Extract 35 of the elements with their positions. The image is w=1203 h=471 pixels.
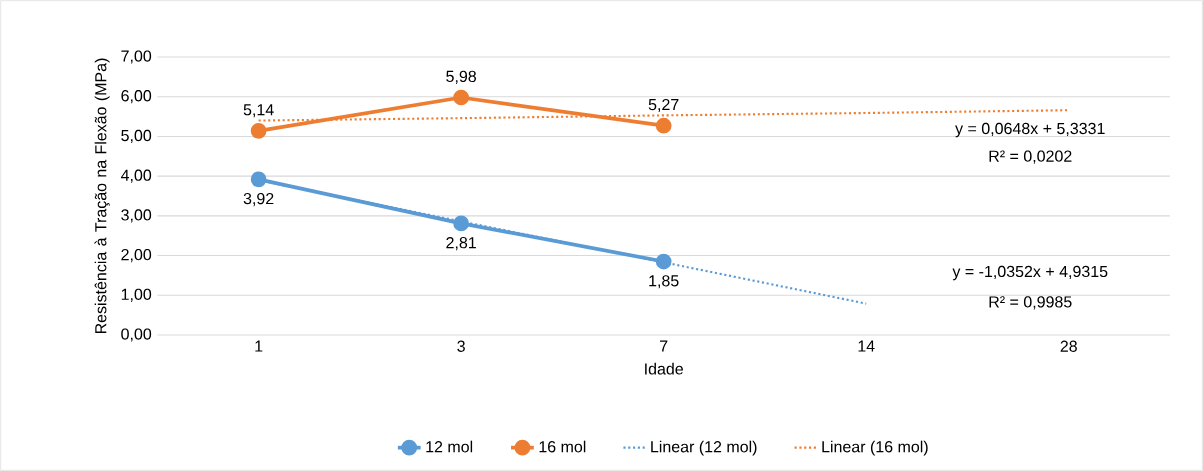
legend-label: Linear (12 mol) xyxy=(651,440,757,456)
x-tick-label: 1 xyxy=(255,340,263,352)
legend-label: 16 mol xyxy=(539,440,586,453)
point xyxy=(453,215,470,232)
x-tick-label: 7 xyxy=(660,340,668,352)
y-tick-label: 5,00 xyxy=(121,129,152,144)
x-tick-label: 3 xyxy=(457,340,465,352)
y-axis-title: Resistência à Tração na Flexão (MPa) xyxy=(94,58,110,334)
data-label: 5,98 xyxy=(446,70,477,84)
x-tick-label: 28 xyxy=(1060,340,1077,352)
annotation: y = 0,0648x + 5,3331 xyxy=(955,122,1105,138)
y-tick-label: 6,00 xyxy=(121,90,152,104)
legend-label: 12 mol xyxy=(426,440,473,453)
x-tick-label: 14 xyxy=(858,340,875,352)
y-tick-label: 1,00 xyxy=(121,288,152,302)
y-tick-label: 0,00 xyxy=(121,328,152,342)
data-label: 3,92 xyxy=(243,192,274,207)
data-label: 5,14 xyxy=(243,104,274,118)
data-label: 1,85 xyxy=(649,275,679,289)
point xyxy=(655,253,672,270)
point xyxy=(250,171,267,188)
y-tick-label: 4,00 xyxy=(120,169,152,183)
y-tick-label: 7,00 xyxy=(121,50,152,64)
data-label: 2,81 xyxy=(446,237,476,251)
legend-label: Linear (16 mol) xyxy=(822,440,928,456)
annotation: y = -1,0352x + 4,9315 xyxy=(952,265,1108,281)
point xyxy=(453,89,470,106)
annotation: R² = 0,9985 xyxy=(989,296,1072,310)
annotation: R² = 0,0202 xyxy=(989,150,1072,164)
x-axis-title: Idade xyxy=(645,362,683,375)
point xyxy=(655,117,672,134)
data-label: 5,27 xyxy=(648,98,679,113)
y-tick-label: 3,00 xyxy=(121,209,152,223)
y-tick-label: 2,00 xyxy=(121,248,152,263)
point xyxy=(250,123,267,139)
